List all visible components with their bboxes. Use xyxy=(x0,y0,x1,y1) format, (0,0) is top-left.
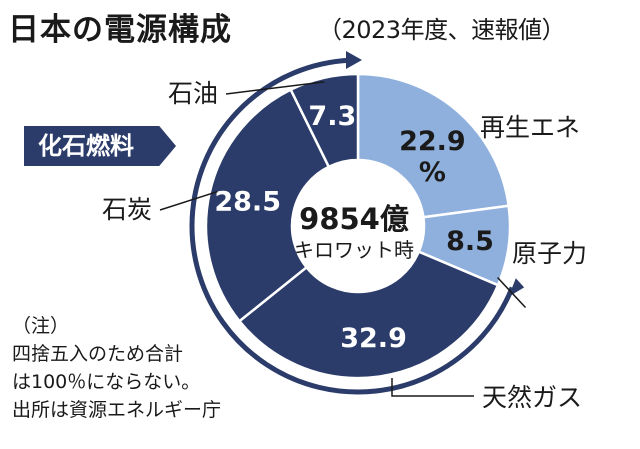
slice-3 xyxy=(204,88,331,323)
slice-value-4: 7.3 xyxy=(308,101,356,132)
fossil-fuel-badge: 化石燃料 xyxy=(24,126,176,166)
chart-title: 日本の電源構成 xyxy=(8,12,232,48)
boundary-tick xyxy=(496,277,527,309)
slice-0 xyxy=(356,72,511,219)
category-label-2: 天然ガス xyxy=(482,383,582,412)
fossil-arrow xyxy=(189,51,527,395)
leader-gas xyxy=(391,378,474,397)
category-label-1: 原子力 xyxy=(512,239,587,268)
slice-value-3: 28.5 xyxy=(214,187,281,218)
center-total: 9854億 xyxy=(299,202,409,236)
fossil-arrow-head-top xyxy=(346,51,362,69)
slice-2 xyxy=(237,250,500,380)
fossil-arrow-arc xyxy=(189,57,515,395)
slice-value-0: 22.9 xyxy=(399,126,466,157)
slice-value-2: 32.9 xyxy=(340,323,407,354)
center-unit: キロワット時 xyxy=(294,238,414,262)
fossil-arrow-head-bottom xyxy=(508,278,525,297)
slice-value-1: 8.5 xyxy=(446,226,494,257)
category-label-0: 再生エネ xyxy=(480,113,580,142)
fossil-fuel-label: 化石燃料 xyxy=(38,132,134,160)
leader-oil xyxy=(225,81,325,95)
slice-4 xyxy=(289,72,360,169)
unit-label: % xyxy=(419,157,446,188)
chart-subtitle: （2023年度、速報値） xyxy=(318,16,566,44)
category-label-4: 石油 xyxy=(168,79,218,108)
footnote: （注） 四捨五入のため合計 は100％にならない。 出所は資源エネルギー庁 xyxy=(12,315,222,421)
category-label-3: 石炭 xyxy=(102,195,152,224)
leader-coal xyxy=(159,190,218,211)
